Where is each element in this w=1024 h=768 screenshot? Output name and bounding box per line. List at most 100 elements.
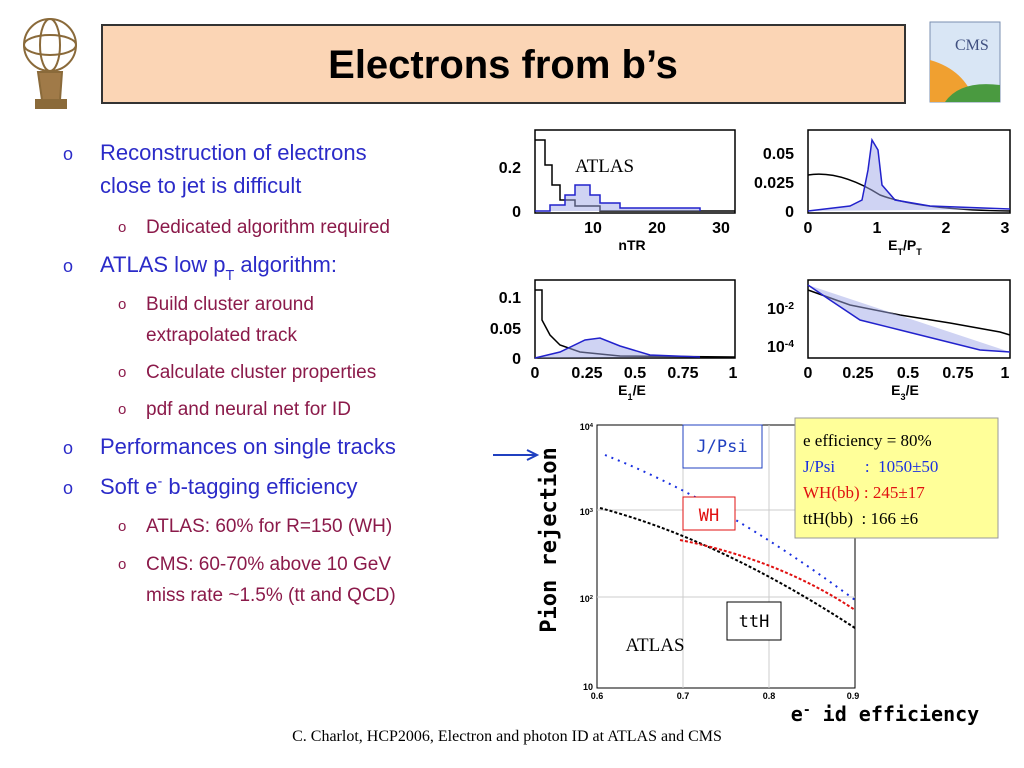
y-tick-label: 104 bbox=[580, 422, 594, 432]
x-axis-label: nTR bbox=[618, 237, 645, 253]
svg-text:CMS: CMS bbox=[955, 37, 989, 54]
bullet-marker: o bbox=[63, 438, 73, 458]
x-tick-label: 30 bbox=[712, 220, 730, 237]
footer: C. Charlot, HCP2006, Electron and photon… bbox=[292, 728, 722, 745]
text-part: 10 bbox=[583, 682, 593, 692]
text-part: T bbox=[897, 247, 903, 257]
bullet-text: Build cluster around bbox=[146, 294, 314, 315]
y-tick-label: 0.05 bbox=[490, 321, 521, 338]
x-tick-label: 0.8 bbox=[763, 691, 776, 701]
text-part: 10 bbox=[767, 301, 785, 318]
text-part: /E bbox=[906, 382, 919, 398]
main-plot-frame bbox=[493, 417, 999, 689]
x-tick-label: 0.9 bbox=[847, 691, 860, 701]
bullet-marker: o bbox=[118, 401, 126, 418]
bullet-text: pdf and neural net for ID bbox=[146, 399, 351, 420]
panel-curves bbox=[534, 129, 1011, 359]
bullet-text: Calculate cluster properties bbox=[146, 362, 376, 383]
x-tick-label: 1 bbox=[729, 365, 738, 382]
x-tick-label: 0.6 bbox=[591, 691, 604, 701]
text-part: /E bbox=[633, 382, 646, 398]
title-box bbox=[101, 24, 906, 104]
title: Electrons from b’s bbox=[328, 43, 678, 87]
text-part: nTR bbox=[618, 237, 645, 253]
bullet-marker: o bbox=[118, 219, 126, 236]
text-part: 10 bbox=[580, 594, 590, 604]
text-part: id efficiency bbox=[811, 702, 980, 726]
bullet-marker: o bbox=[63, 256, 73, 276]
text-part: 2 bbox=[590, 595, 594, 601]
bullet-marker: o bbox=[118, 518, 126, 535]
bullet-text: Soft e- b-tagging efficiency bbox=[100, 474, 358, 499]
bullet-marker: o bbox=[118, 296, 126, 313]
text-part: b-tagging efficiency bbox=[162, 474, 357, 499]
y-tick-label: 0 bbox=[512, 204, 521, 221]
x-tick-label: 1 bbox=[873, 220, 882, 237]
text-part: T bbox=[226, 268, 235, 284]
annotation: ATLAS bbox=[625, 635, 684, 656]
efficiency-line: e efficiency = 80% bbox=[803, 431, 932, 450]
text-part: ATLAS low p bbox=[100, 252, 226, 277]
annotation: ATLAS bbox=[575, 156, 634, 177]
x-tick-label: 0.75 bbox=[942, 365, 973, 382]
x-tick-label: 20 bbox=[648, 220, 666, 237]
text-part: algorithm: bbox=[234, 252, 337, 277]
text-part: 10 bbox=[767, 339, 785, 356]
text-part: T bbox=[916, 247, 922, 257]
bullet-text: Reconstruction of electrons bbox=[100, 140, 367, 165]
x-tick-label: 0 bbox=[804, 220, 813, 237]
text-part: E bbox=[891, 382, 900, 398]
y-tick-label: 0.1 bbox=[499, 290, 521, 307]
bullet-text: close to jet is difficult bbox=[100, 173, 301, 198]
y-tick-label: 10-4 bbox=[767, 339, 794, 357]
x-axis-label: E3/E bbox=[891, 382, 919, 402]
x-axis-label: E1/E bbox=[618, 382, 646, 402]
bullet-text: miss rate ~1.5% (tt and QCD) bbox=[146, 585, 396, 606]
efficiency-line: WH(bb) : 245±17 bbox=[803, 483, 925, 502]
series-label: J/Psi bbox=[696, 437, 747, 457]
text-part: 4 bbox=[590, 423, 594, 429]
x-tick-label: 3 bbox=[1001, 220, 1010, 237]
text-part: 10 bbox=[580, 422, 590, 432]
bullet-text: ATLAS: 60% for R=150 (WH) bbox=[146, 516, 392, 537]
y-tick-label: 0.025 bbox=[754, 175, 794, 192]
text-part: E bbox=[618, 382, 627, 398]
x-axis-label: ET/PT bbox=[888, 237, 922, 257]
bullet-text: Dedicated algorithm required bbox=[146, 217, 390, 238]
x-tick-label: 0.7 bbox=[677, 691, 690, 701]
text-part: -4 bbox=[785, 339, 794, 350]
series-label: WH bbox=[699, 506, 719, 526]
text-part: E bbox=[888, 237, 897, 253]
text-part: - bbox=[803, 703, 811, 718]
text-part: Soft e bbox=[100, 474, 157, 499]
bullet-marker: o bbox=[63, 144, 73, 164]
y-tick-label: 102 bbox=[580, 594, 594, 604]
bullet-text: extrapolated track bbox=[146, 325, 298, 346]
y-tick-label: 0.05 bbox=[763, 146, 794, 163]
x-tick-label: 0.5 bbox=[624, 365, 646, 382]
bullet-marker: o bbox=[118, 556, 126, 573]
x-tick-label: 0.5 bbox=[897, 365, 919, 382]
bullet-text: CMS: 60-70% above 10 GeV bbox=[146, 554, 391, 575]
text-part: 3 bbox=[590, 508, 594, 514]
text-part: -2 bbox=[785, 301, 794, 312]
series-label: ttH bbox=[739, 612, 770, 632]
text-part: /P bbox=[903, 237, 916, 253]
x-tick-label: 0.75 bbox=[667, 365, 698, 382]
atlas-logo bbox=[23, 18, 77, 109]
text-part: - bbox=[157, 474, 162, 490]
efficiency-line: J/Psi : 1050±50 bbox=[803, 457, 938, 476]
text-part: 1 bbox=[628, 392, 633, 402]
x-tick-label: 0 bbox=[531, 365, 540, 382]
x-tick-label: 0 bbox=[804, 365, 813, 382]
text-part: 10 bbox=[580, 507, 590, 517]
x-tick-label: 2 bbox=[942, 220, 951, 237]
x-axis-label: e- id efficiency bbox=[791, 702, 979, 726]
y-tick-label: 0 bbox=[785, 204, 794, 221]
y-tick-label: 0 bbox=[512, 351, 521, 368]
y-tick-label: 0.2 bbox=[499, 160, 521, 177]
y-axis-label: Pion rejection bbox=[537, 447, 562, 632]
bullet-marker: o bbox=[118, 364, 126, 381]
